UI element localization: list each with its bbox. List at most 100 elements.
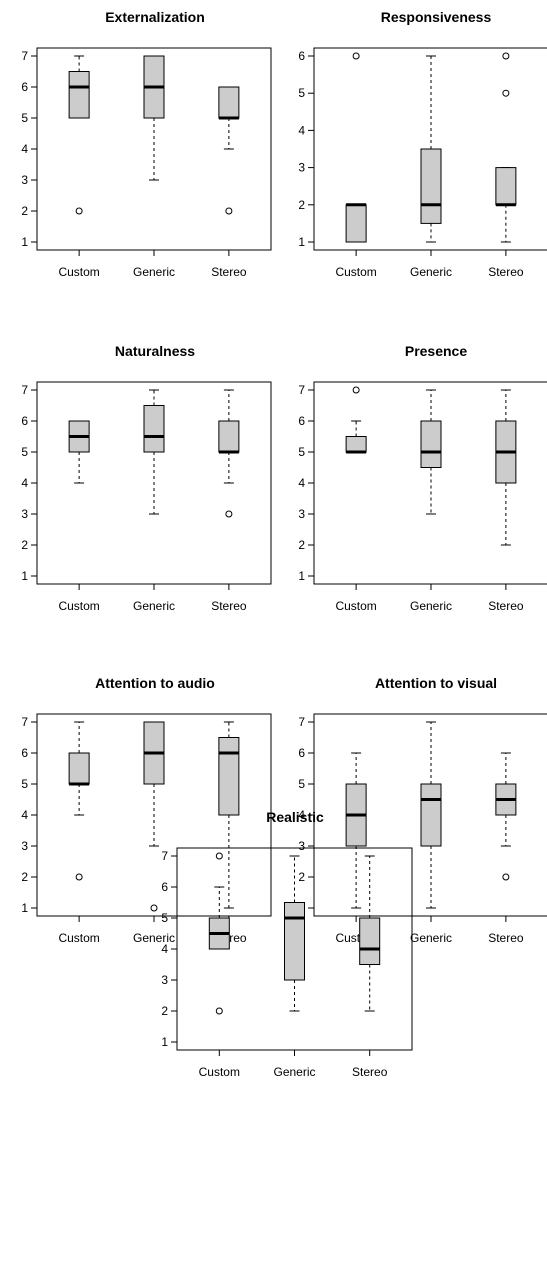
presence-custom-outlier-0: [352, 386, 360, 394]
responsiveness-ytick-label-5: 5: [298, 86, 305, 100]
realistic-ytick-label-3: 3: [161, 973, 168, 987]
panel-attention-to-visual: Attention to visual1234567CustomGenericS…: [298, 675, 547, 945]
naturalness-box-custom: [68, 420, 90, 484]
panel-realistic: Realistic 1 2 3 4 5 6 7 Custom Generic Stereo: [161, 809, 413, 1079]
presence-ytick-label-1: 1: [298, 569, 305, 583]
responsiveness-xtick-label-generic: Generic: [410, 265, 452, 279]
attention-to-audio-ytick-label-4: 4: [21, 808, 28, 822]
realistic-custom-outlier-1: [215, 852, 223, 860]
attention-to-audio-xtick-label-custom: Custom: [58, 931, 99, 945]
naturalness-ytick-label-1: 1: [21, 569, 28, 583]
responsiveness-box-generic: [420, 55, 442, 243]
panel-naturalness: Naturalness 1 2 3 4 5 6 7 Custom Generic Stereo: [21, 343, 272, 613]
responsiveness-ytick-label-1: 1: [298, 235, 305, 249]
attention-to-visual-ytick-label-7: 7: [298, 715, 305, 729]
presence-custom-iqr-box: [345, 436, 367, 453]
presence-ytick-label-5: 5: [298, 445, 305, 459]
attention-to-audio-box-generic: [143, 721, 165, 912]
externalization-xtick-label-generic: Generic: [133, 265, 175, 279]
realistic-ytick-label-1: 1: [161, 1035, 168, 1049]
responsiveness-box-stereo: [495, 52, 517, 243]
responsiveness-ytick-label-2: 2: [298, 198, 305, 212]
attention-to-audio-box-stereo: [218, 721, 240, 909]
externalization-custom-iqr-box: [68, 71, 90, 119]
attention-to-audio-stereo-iqr-box: [218, 737, 240, 816]
presence-ytick-label-7: 7: [298, 383, 305, 397]
presence-ytick-label-3: 3: [298, 507, 305, 521]
attention-to-visual-box-stereo: [495, 752, 517, 881]
realistic-ytick-label-4: 4: [161, 942, 168, 956]
externalization-box-custom: [68, 55, 90, 215]
responsiveness-ytick-label-4: 4: [298, 123, 305, 137]
responsiveness-box-custom: [345, 52, 367, 243]
attention-to-visual-ytick-label-6: 6: [298, 746, 305, 760]
panel-externalization: Externalization 1 2 3 4 5 6 7 Custom Generic Stere…: [21, 9, 272, 279]
realistic-generic-iqr-box: [284, 902, 305, 981]
realistic-box-stereo: [359, 855, 381, 1012]
presence-ytick-label-2: 2: [298, 538, 305, 552]
externalization-ytick-label-6: 6: [21, 80, 28, 94]
externalization-box-stereo: [218, 86, 240, 215]
attention-to-visual-generic-iqr-box: [420, 783, 442, 847]
panel-responsiveness: Responsiveness 1 2 3 4 5 6 Custom Generic Stereo: [298, 9, 547, 279]
attention-to-audio-custom-iqr-box: [68, 752, 90, 785]
attention-to-visual-xtick-label-stereo: Stereo: [488, 931, 524, 945]
panel-presence: Presence 1 2 3 4 5 6 7 Custom Generic Stereo: [298, 343, 547, 613]
externalization-custom-outlier-0: [75, 207, 83, 215]
naturalness-ytick-label-5: 5: [21, 445, 28, 459]
naturalness-box-stereo: [218, 389, 240, 518]
attention-to-audio-custom-outlier-0: [75, 873, 83, 881]
presence-box-stereo: [495, 389, 517, 546]
attention-to-audio-ytick-label-7: 7: [21, 715, 28, 729]
naturalness-stereo-outlier-0: [225, 510, 233, 518]
responsiveness-ytick-label-3: 3: [298, 161, 305, 175]
externalization-ytick-label-2: 2: [21, 204, 28, 218]
naturalness-ytick-label-6: 6: [21, 414, 28, 428]
naturalness-xtick-label-custom: Custom: [58, 599, 99, 613]
realistic-xtick-label-generic: Generic: [273, 1065, 315, 1079]
presence-box-custom: [345, 386, 367, 454]
presence-xtick-label-stereo: Stereo: [488, 599, 524, 613]
externalization-ytick-label-5: 5: [21, 111, 28, 125]
realistic-ytick-label-7: 7: [161, 849, 168, 863]
attention-to-audio-xtick-label-generic: Generic: [133, 931, 175, 945]
attention-to-visual-title: Attention to visual: [375, 675, 497, 691]
panel-attention-to-audio: Attention to audio1234567CustomGenericSt…: [21, 675, 272, 945]
responsiveness-custom-outlier-0: [352, 52, 360, 60]
externalization-title: Externalization: [105, 9, 205, 25]
presence-xtick-label-custom: Custom: [335, 599, 376, 613]
naturalness-ytick-label-4: 4: [21, 476, 28, 490]
naturalness-ytick-label-2: 2: [21, 538, 28, 552]
presence-xtick-label-generic: Generic: [410, 599, 452, 613]
externalization-box-generic: [143, 55, 165, 181]
naturalness-title: Naturalness: [115, 343, 195, 359]
realistic-title: Realistic: [266, 809, 324, 825]
externalization-ytick-label-3: 3: [21, 173, 28, 187]
presence-box-generic: [420, 389, 442, 515]
externalization-stereo-outlier-0: [225, 207, 233, 215]
attention-to-audio-ytick-label-2: 2: [21, 870, 28, 884]
naturalness-ytick-label-3: 3: [21, 507, 28, 521]
realistic-custom-outlier-0: [215, 1007, 223, 1015]
attention-to-visual-xtick-label-generic: Generic: [410, 931, 452, 945]
attention-to-audio-ytick-label-5: 5: [21, 777, 28, 791]
externalization-xtick-label-custom: Custom: [58, 265, 99, 279]
responsiveness-xtick-label-stereo: Stereo: [488, 265, 524, 279]
realistic-xtick-label-custom: Custom: [199, 1065, 240, 1079]
externalization-stereo-iqr-box: [218, 86, 240, 119]
realistic-box-generic: [284, 855, 305, 1012]
attention-to-visual-box-custom: [345, 752, 367, 909]
naturalness-ytick-label-7: 7: [21, 383, 28, 397]
attention-to-audio-title: Attention to audio: [95, 675, 215, 691]
attention-to-visual-ytick-label-5: 5: [298, 777, 305, 791]
attention-to-visual-box-generic: [420, 721, 442, 909]
realistic-box-custom: [208, 852, 230, 1015]
attention-to-audio-ytick-label-1: 1: [21, 901, 28, 915]
responsiveness-custom-iqr-box: [345, 204, 367, 243]
responsiveness-stereo-outlier-1: [502, 52, 510, 60]
responsiveness-generic-iqr-box: [420, 148, 442, 224]
responsiveness-stereo-outlier-0: [502, 89, 510, 97]
presence-ytick-label-4: 4: [298, 476, 305, 490]
attention-to-visual-ytick-label-2: 2: [298, 870, 305, 884]
